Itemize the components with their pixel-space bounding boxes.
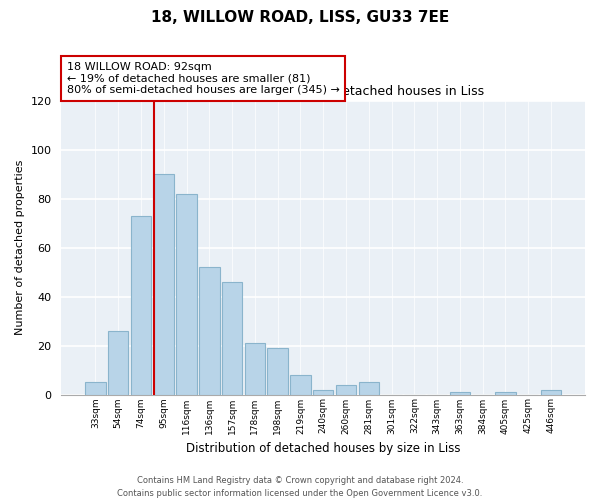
Text: 18 WILLOW ROAD: 92sqm
← 19% of detached houses are smaller (81)
80% of semi-deta: 18 WILLOW ROAD: 92sqm ← 19% of detached … [67,62,340,95]
Y-axis label: Number of detached properties: Number of detached properties [15,160,25,336]
Bar [108,331,128,394]
Bar [245,343,265,394]
Bar [85,382,106,394]
Bar [336,384,356,394]
Bar [222,282,242,395]
Bar [495,392,515,394]
Title: Size of property relative to detached houses in Liss: Size of property relative to detached ho… [163,86,484,98]
Bar [541,390,561,394]
Bar [359,382,379,394]
Bar [268,348,288,395]
Bar [176,194,197,394]
X-axis label: Distribution of detached houses by size in Liss: Distribution of detached houses by size … [186,442,460,455]
Bar [154,174,174,394]
Bar [131,216,151,394]
Text: Contains HM Land Registry data © Crown copyright and database right 2024.
Contai: Contains HM Land Registry data © Crown c… [118,476,482,498]
Bar [313,390,334,394]
Text: 18, WILLOW ROAD, LISS, GU33 7EE: 18, WILLOW ROAD, LISS, GU33 7EE [151,10,449,25]
Bar [199,268,220,394]
Bar [449,392,470,394]
Bar [290,375,311,394]
